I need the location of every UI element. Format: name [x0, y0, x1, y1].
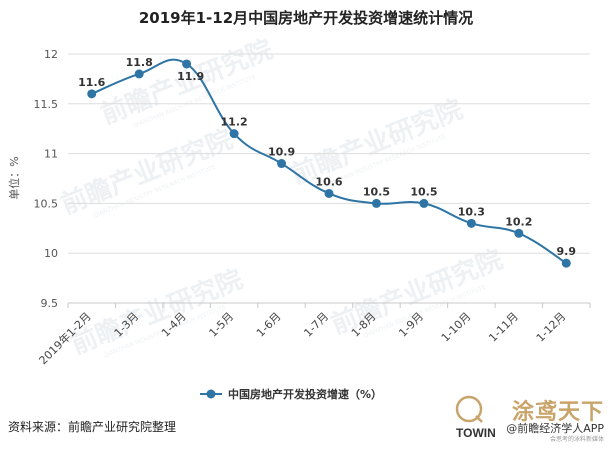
legend-marker-icon: [206, 389, 216, 399]
y-tick-label: 11: [44, 148, 58, 161]
legend: 中国房地产开发投资增速（%）: [200, 387, 382, 401]
legend-label: 中国房地产开发投资增速（%）: [228, 387, 382, 401]
x-tick-label: 1-10月: [439, 310, 474, 345]
brand-app-handle: @前瞻经济学人APP: [506, 422, 604, 435]
data-point: [87, 89, 97, 99]
data-point: [229, 129, 239, 139]
data-label: 10.6: [315, 175, 342, 188]
data-label: 10.5: [410, 185, 437, 198]
chart-title: 2019年1-12月中国房地产开发投资增速统计情况: [139, 9, 473, 27]
data-label: 11.9: [177, 70, 204, 83]
y-tick-labels: 9.5 10 10.5 11 11.5 12: [34, 48, 59, 310]
brand-name-cn: 涂鸢天下: [511, 399, 604, 425]
data-point: [466, 218, 476, 228]
data-point: [182, 59, 192, 69]
brand-mark-icon: [455, 395, 483, 423]
data-label: 10.9: [268, 146, 295, 159]
y-tick-label: 12: [44, 48, 58, 61]
data-point: [561, 258, 571, 268]
y-axis-label: 单位：%: [7, 156, 21, 199]
data-point: [419, 198, 429, 208]
y-tick-label: 9.5: [41, 297, 59, 310]
data-label: 10.3: [458, 205, 485, 218]
grid-lines: [67, 53, 591, 308]
data-label: 11.2: [221, 116, 248, 129]
y-tick-label: 10.5: [34, 197, 59, 210]
data-label: 9.9: [557, 245, 577, 258]
brand-name-en: TOWIN: [456, 426, 496, 440]
data-point: [514, 228, 524, 238]
data-label: 10.5: [363, 185, 390, 198]
x-tick-label: 1-6月: [254, 310, 284, 340]
data-label: 11.8: [126, 56, 153, 69]
data-label: 11.6: [78, 76, 105, 89]
source-note: 资料来源：前瞻产业研究院整理: [8, 420, 177, 434]
x-tick-label: 1-12月: [534, 310, 569, 345]
data-label: 10.2: [505, 215, 532, 228]
data-point: [277, 159, 287, 169]
brand-tagline: 会思考的泳料新媒体: [549, 436, 604, 443]
y-tick-label: 11.5: [34, 98, 59, 111]
data-point: [324, 188, 334, 198]
data-point: [371, 198, 381, 208]
series-line-group: [87, 58, 571, 268]
brand-logo: 涂鸢天下 TOWIN @前瞻经济学人APP 会思考的泳料新媒体: [454, 394, 604, 444]
data-label-group: 11.6 11.8 11.9 11.2 10.9 10.6 10.5 10.5 10.3 10.2…: [78, 56, 576, 258]
x-tick-label: 1-11月: [486, 310, 521, 345]
data-point: [134, 69, 144, 79]
y-tick-label: 10: [44, 247, 58, 260]
